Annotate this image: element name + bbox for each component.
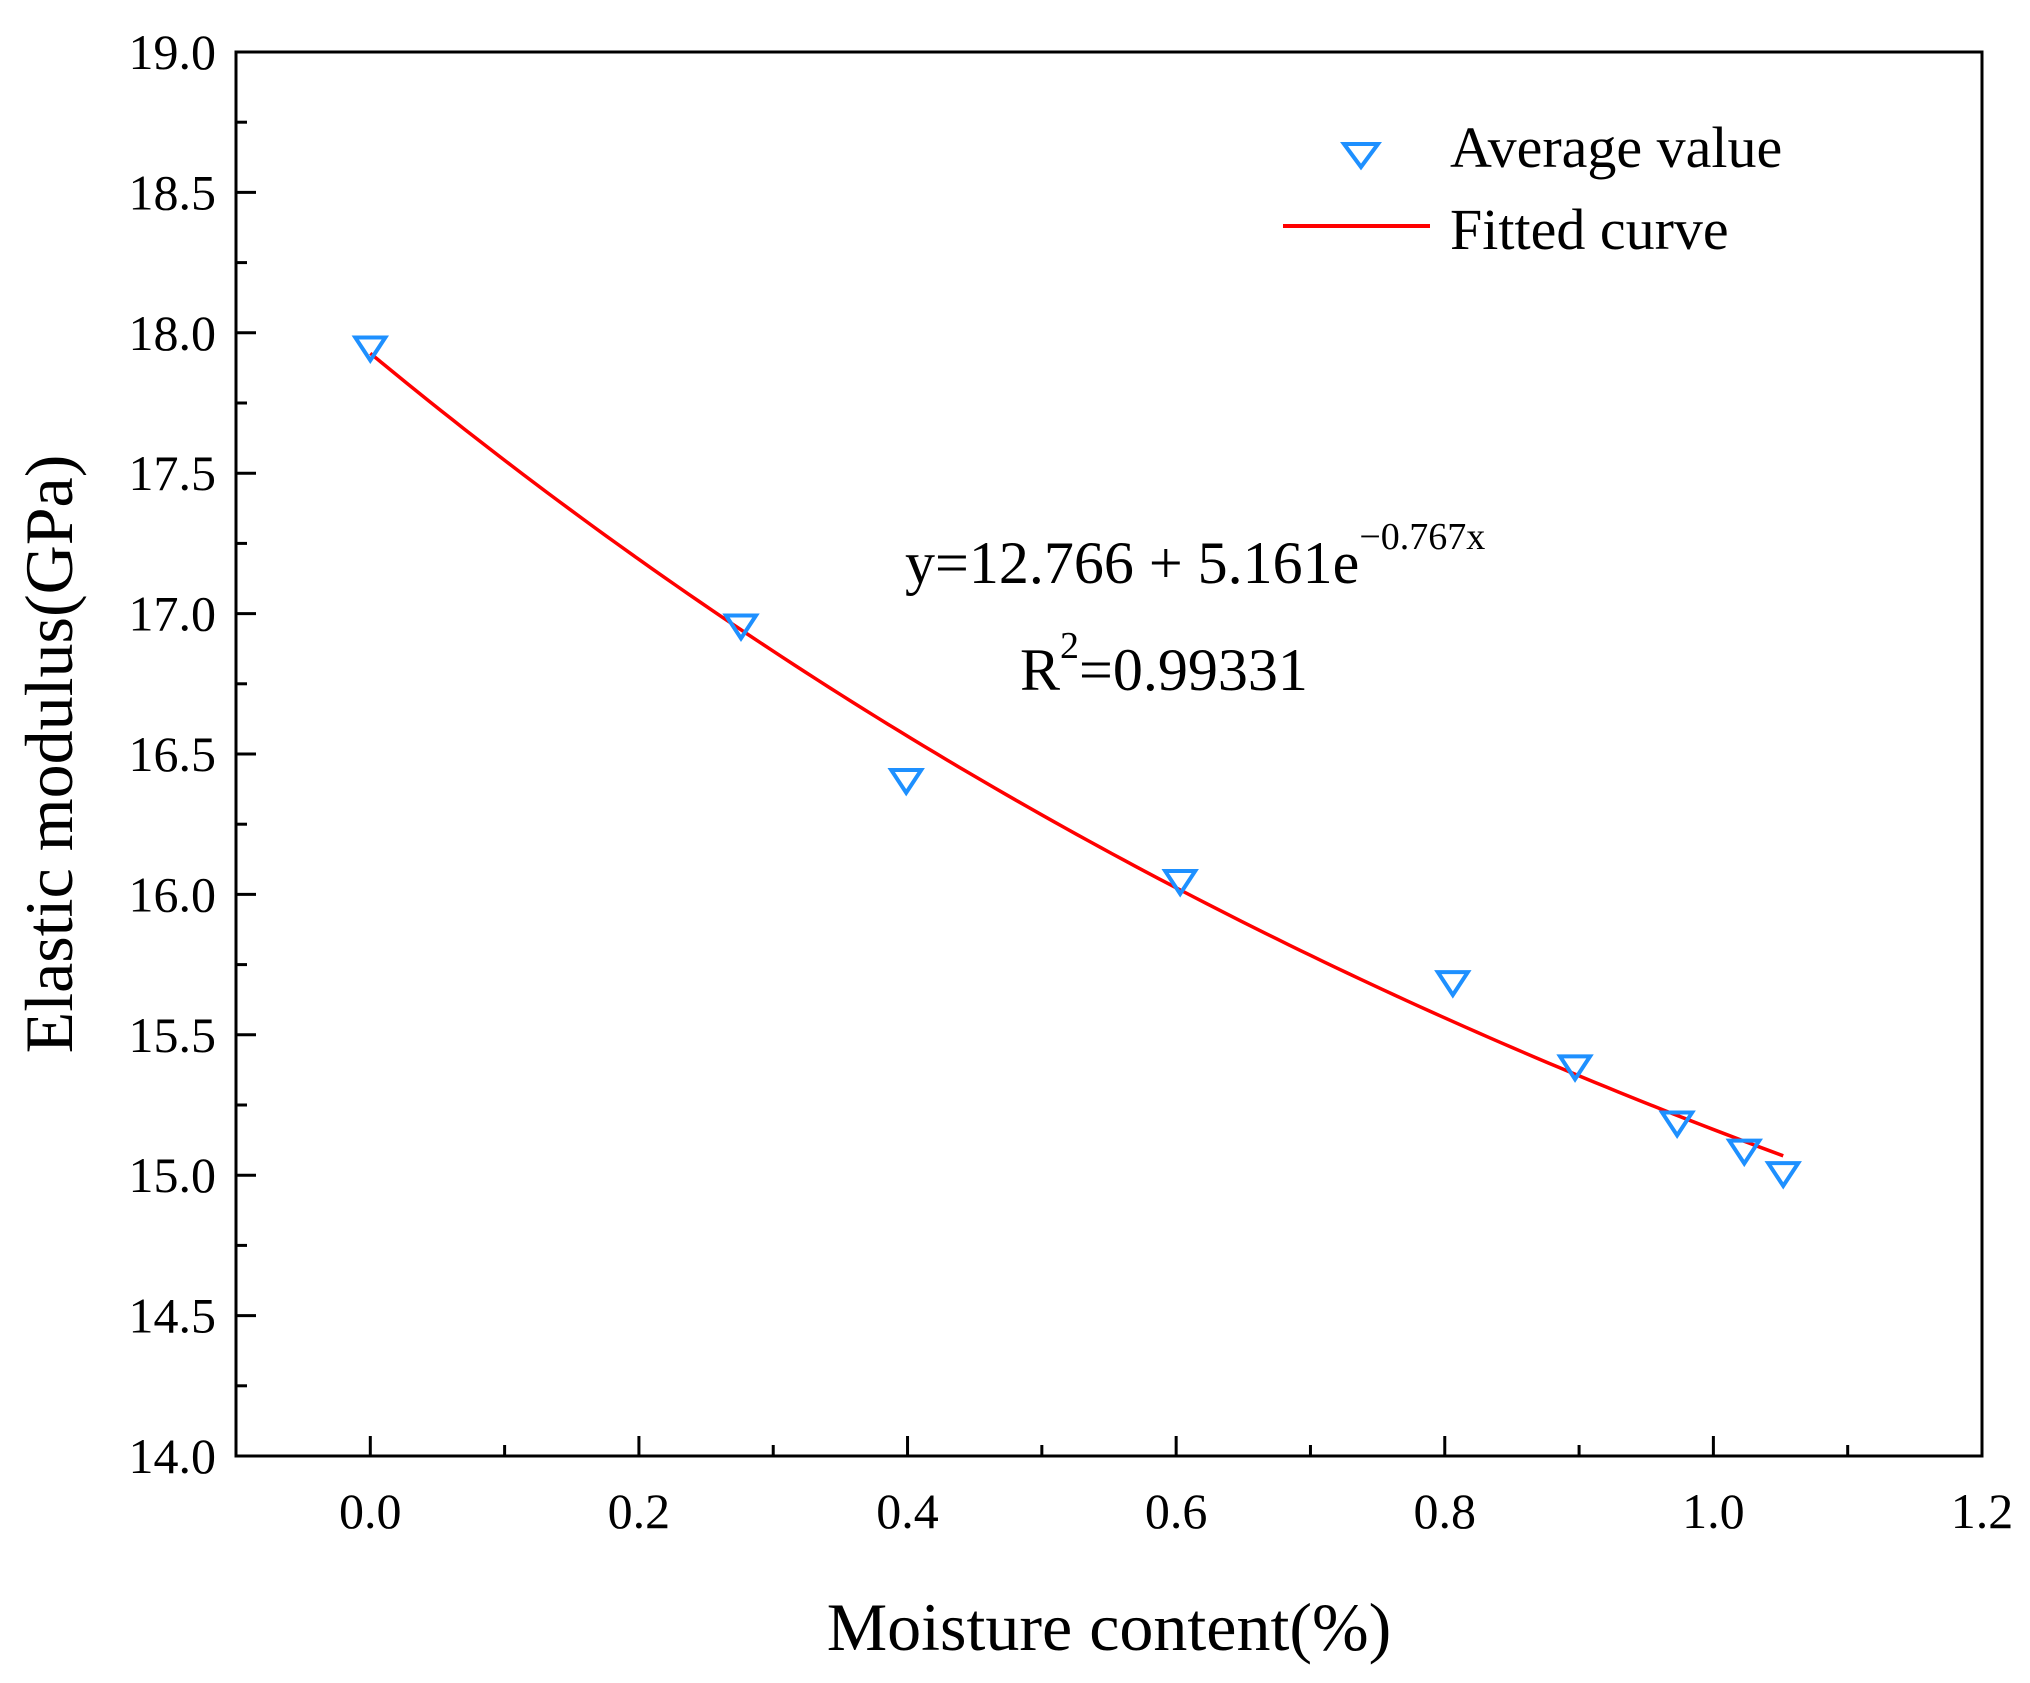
fit-equation-annotation: y=12.766 + 5.161e−0.767x bbox=[905, 516, 1485, 596]
y-tick-label: 15.5 bbox=[129, 1007, 217, 1063]
y-tick-label: 14.5 bbox=[129, 1288, 217, 1344]
data-point-average-value bbox=[1434, 970, 1472, 999]
data-point-average-value bbox=[351, 335, 390, 364]
data-point-average-value bbox=[1161, 869, 1199, 898]
data-point-average-value bbox=[1764, 1161, 1802, 1190]
data-point-average-value bbox=[1725, 1138, 1763, 1168]
legend-label-fitted-curve: Fitted curve bbox=[1450, 197, 1729, 262]
x-tick-label: 1.0 bbox=[1682, 1483, 1745, 1539]
y-tick-label: 16.5 bbox=[129, 726, 217, 782]
fit-equation-exponent: −0.767x bbox=[1359, 516, 1485, 558]
y-tick-label: 14.0 bbox=[129, 1428, 217, 1484]
r-squared-prefix: R bbox=[1020, 637, 1060, 703]
data-point-average-value bbox=[1556, 1054, 1594, 1083]
y-tick-label: 15.0 bbox=[129, 1147, 217, 1203]
data-point-average-value bbox=[1658, 1110, 1696, 1139]
x-tick-label: 0.0 bbox=[339, 1483, 402, 1539]
x-tick-label: 1.2 bbox=[1951, 1483, 2014, 1539]
x-tick-label: 0.2 bbox=[608, 1483, 671, 1539]
legend-marker-triangle-down bbox=[1340, 142, 1382, 171]
y-tick-label: 17.0 bbox=[129, 586, 217, 642]
legend: Average value Fitted curve bbox=[1283, 115, 1782, 262]
r-squared-annotation: R2=0.99331 bbox=[1020, 625, 1308, 703]
y-tick-label: 16.0 bbox=[129, 866, 217, 922]
r-squared-value: =0.99331 bbox=[1079, 637, 1308, 703]
fitted-curve-line bbox=[369, 351, 1784, 1158]
y-tick-label: 18.0 bbox=[129, 305, 217, 361]
plot-area-frame bbox=[234, 50, 1984, 1458]
y-tick-label: 18.5 bbox=[129, 164, 217, 220]
data-point-average-value bbox=[722, 613, 760, 642]
r-squared-superscript: 2 bbox=[1060, 625, 1079, 667]
fit-equation-text: y=12.766 + 5.161e bbox=[905, 530, 1359, 596]
legend-label-average-value: Average value bbox=[1450, 115, 1782, 180]
data-points-layer bbox=[351, 335, 1802, 1190]
x-tick-label: 0.4 bbox=[876, 1483, 939, 1539]
x-tick-label: 0.8 bbox=[1414, 1483, 1477, 1539]
x-tick-label: 0.6 bbox=[1145, 1483, 1208, 1539]
x-axis-title: Moisture content(%) bbox=[827, 1589, 1392, 1665]
data-point-average-value bbox=[887, 767, 925, 797]
y-tick-label: 19.0 bbox=[129, 24, 217, 80]
y-tick-label: 17.5 bbox=[129, 445, 217, 501]
ticks-layer: 0.0 0.2 0.4 0.6 0.8 1.0 1.2 14.0 14.5 15.0 15.5 16.… bbox=[129, 24, 2014, 1539]
fitted-curve-layer bbox=[369, 351, 1784, 1158]
y-axis-title: Elastic modulus(GPa) bbox=[11, 455, 87, 1054]
